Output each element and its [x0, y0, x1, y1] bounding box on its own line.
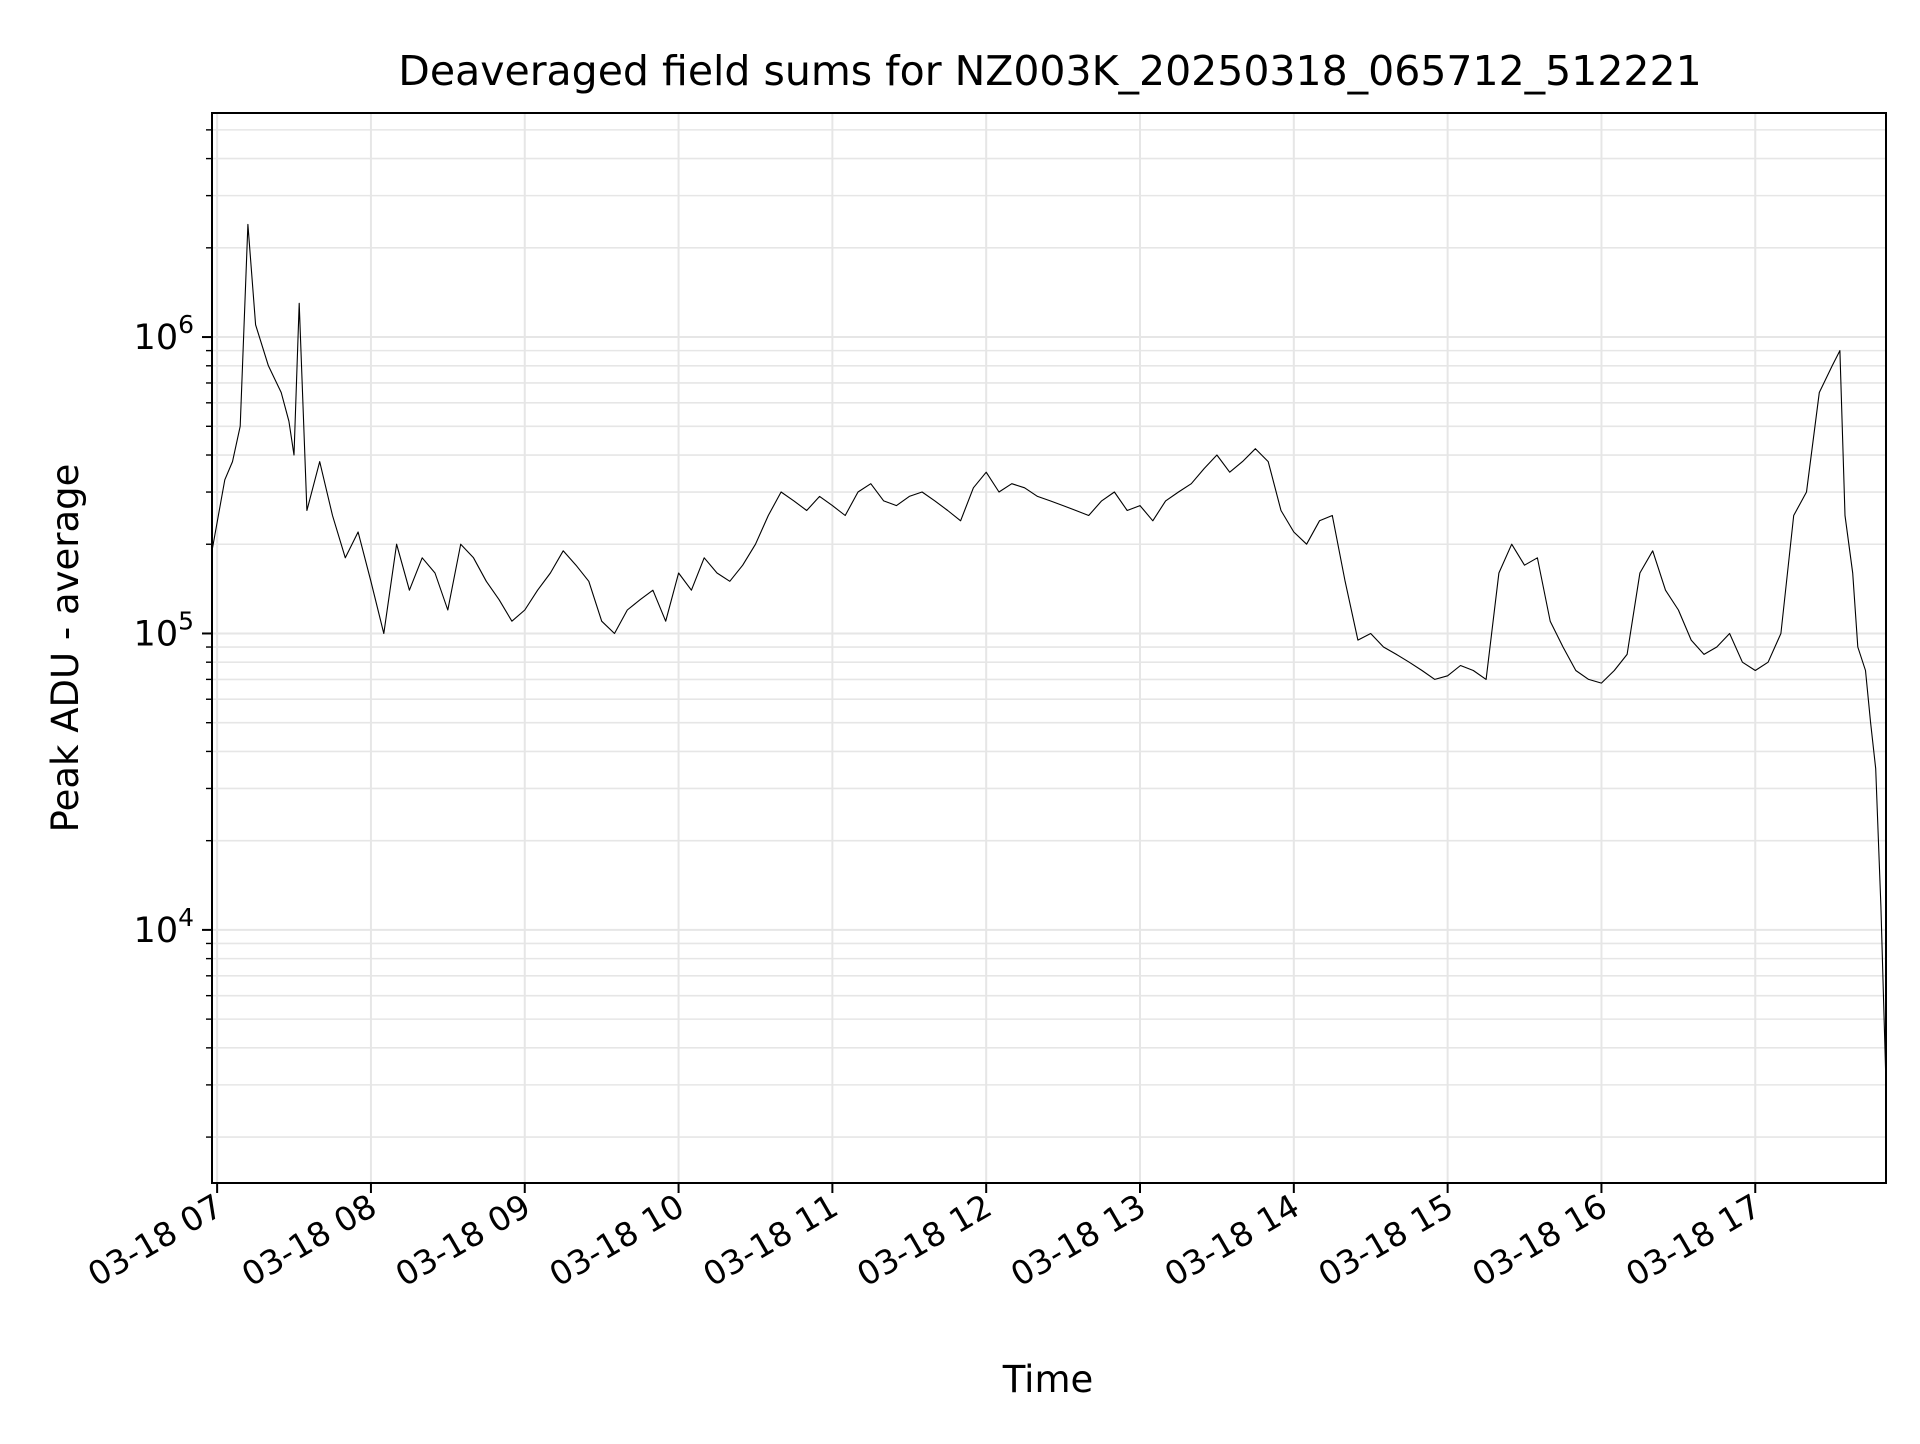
plot-series-group	[211, 223, 1887, 1085]
y-axis-label: Peak ADU - average	[44, 464, 87, 833]
y-tick-label: 106	[134, 310, 194, 358]
data-series-line	[211, 223, 1887, 1085]
y-tick-label-exponent: 5	[178, 606, 194, 635]
x-gridlines	[216, 113, 1757, 1183]
y-tick-label-base: 10	[134, 614, 179, 654]
y-gridlines	[212, 129, 1886, 1138]
y-tick-label-exponent: 6	[178, 310, 194, 339]
x-axis-label: Time	[1002, 1358, 1094, 1401]
y-tick-label-base: 10	[134, 318, 179, 358]
y-tick-label-exponent: 4	[178, 903, 194, 932]
y-tick-label: 105	[134, 606, 194, 654]
y-tick-label-base: 10	[134, 911, 179, 951]
y-tick-label: 104	[134, 903, 194, 951]
plot-frame	[211, 112, 1887, 1184]
chart-title: Deaveraged field sums for NZ003K_2025031…	[398, 47, 1701, 95]
